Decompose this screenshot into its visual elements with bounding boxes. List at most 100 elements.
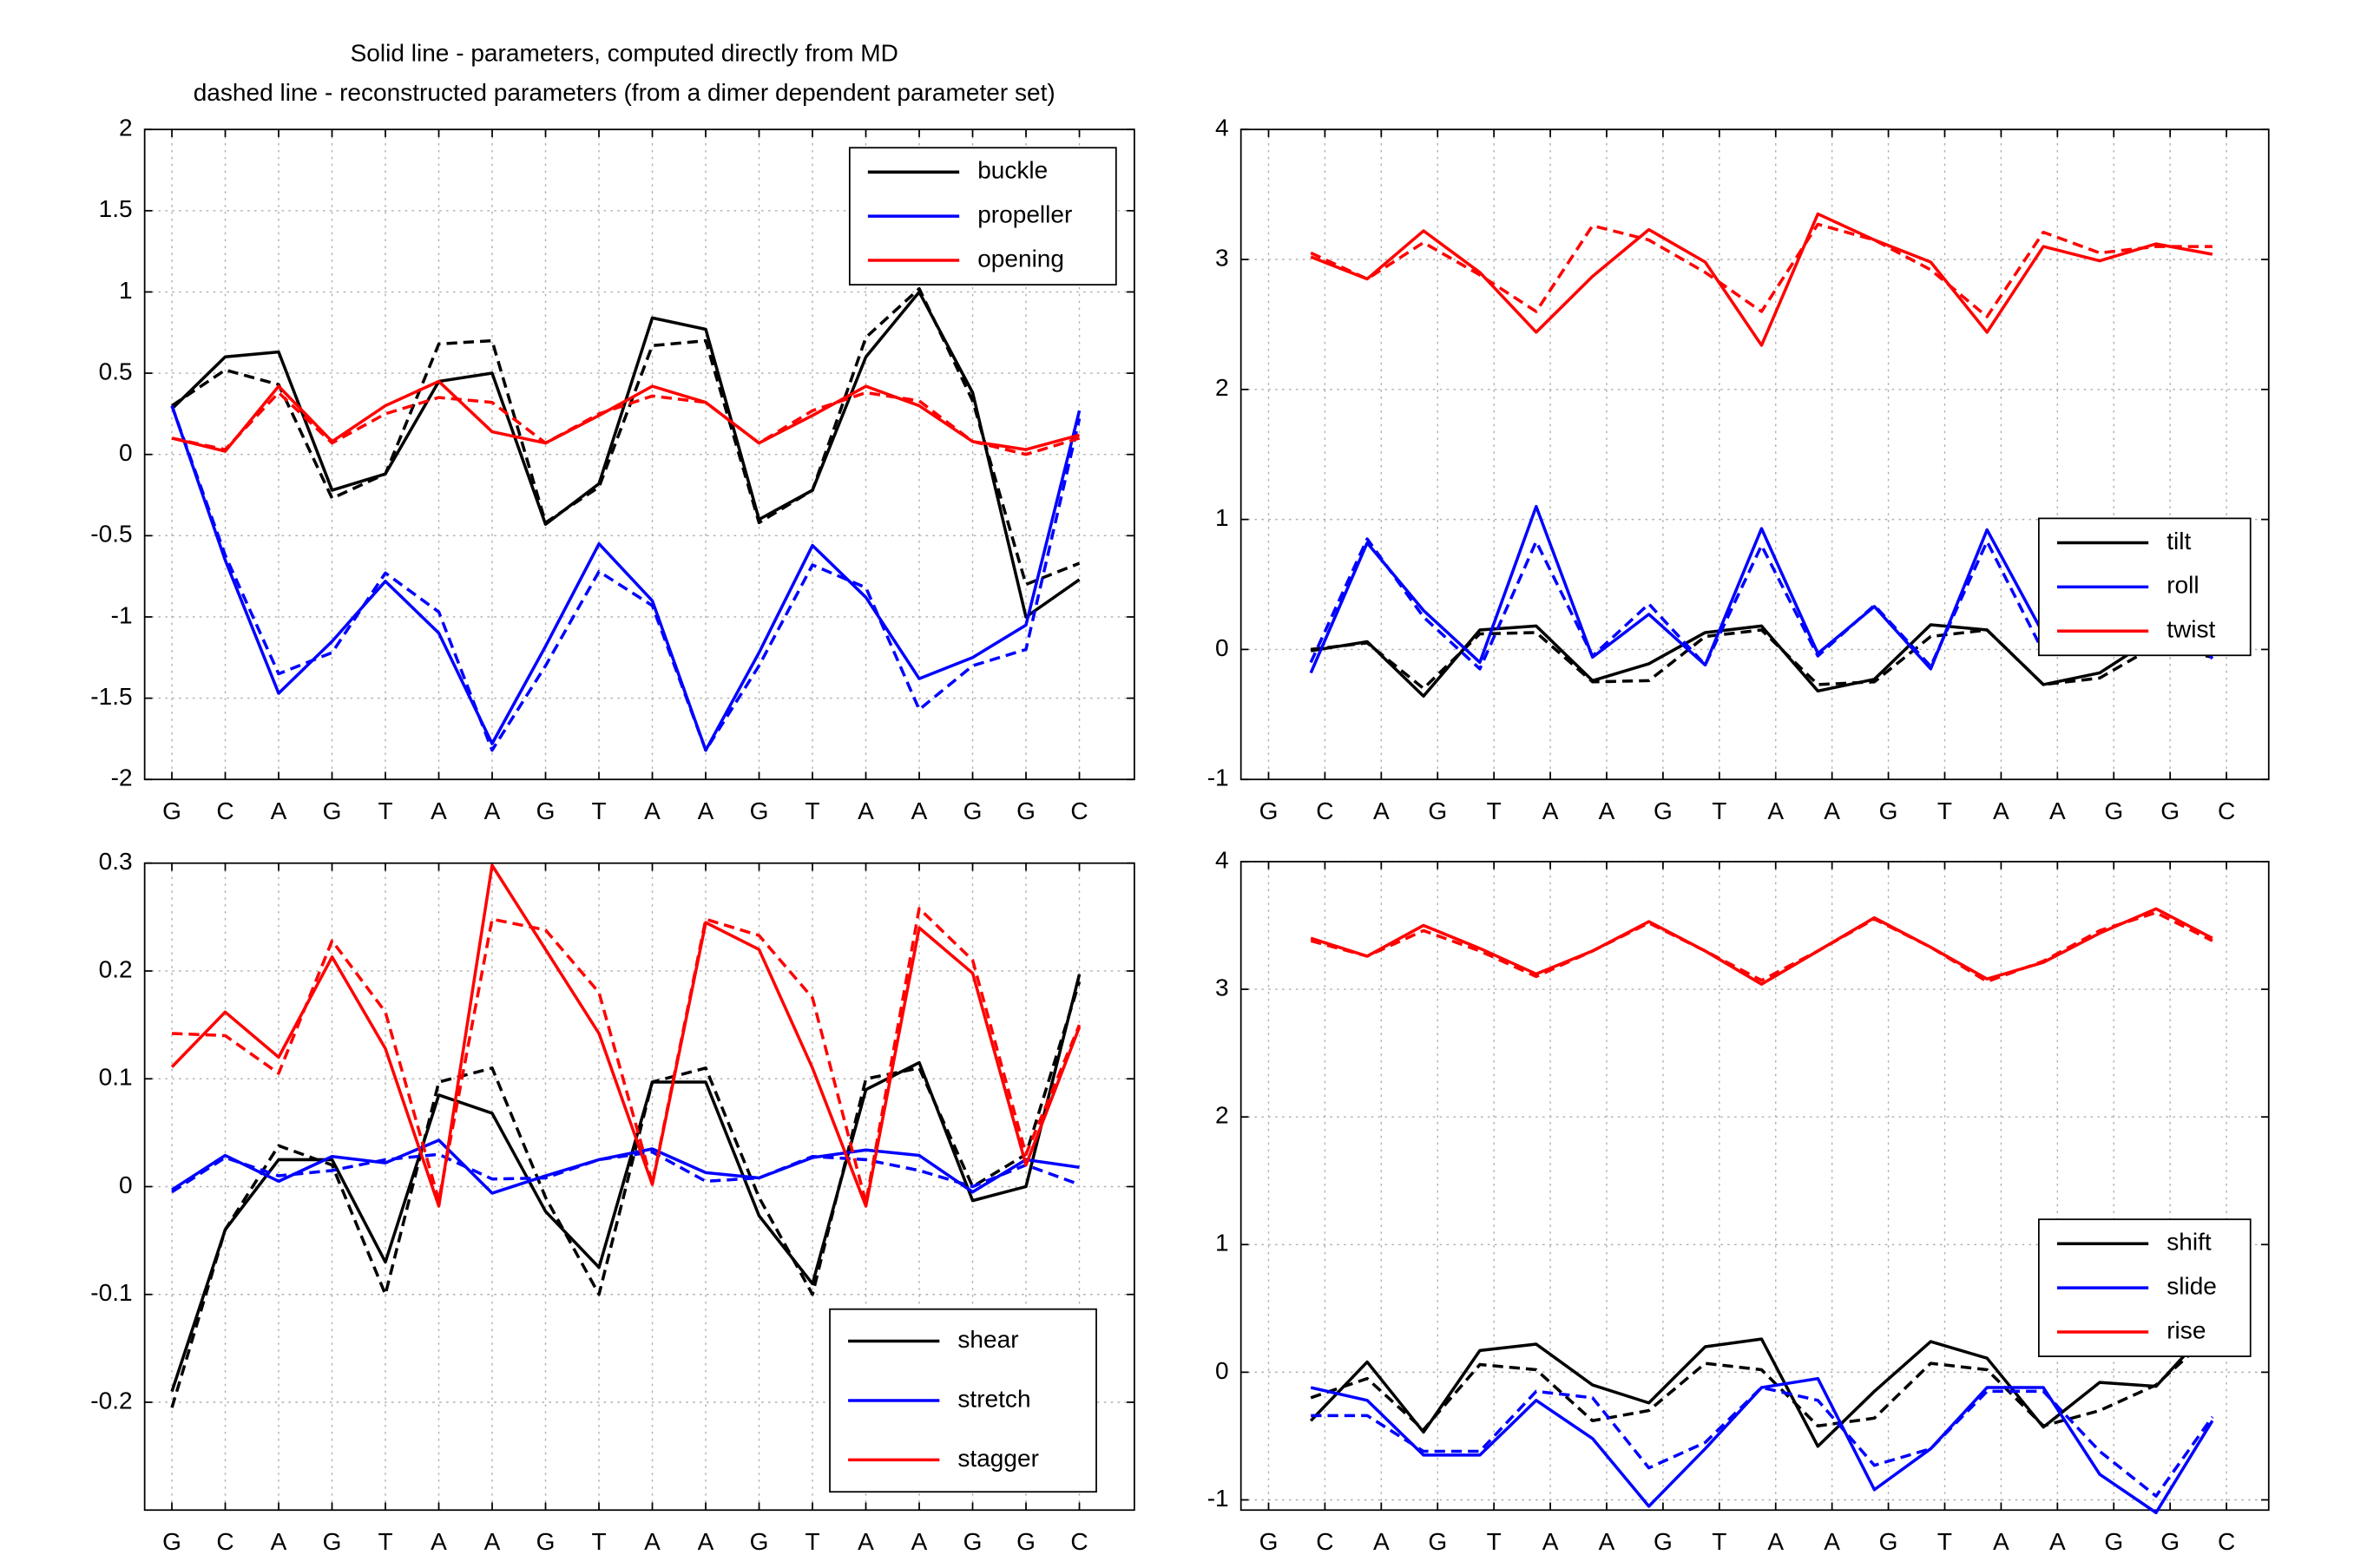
x-tick-label: A <box>1767 797 1784 824</box>
x-tick-label: A <box>1824 797 1840 824</box>
solid-line <box>171 379 1081 453</box>
x-tick-label: C <box>2218 797 2235 824</box>
legend-label: slide <box>2167 1273 2217 1300</box>
solid-line <box>1310 212 2213 347</box>
x-tick-label: T <box>378 1528 392 1555</box>
x-tick-label: A <box>1542 797 1559 824</box>
x-tick-label: C <box>216 797 233 824</box>
y-tick-label: -2 <box>111 764 133 791</box>
x-tick-label: A <box>271 1528 287 1555</box>
plot-frame <box>1239 861 2270 1512</box>
y-tick-label: 1 <box>1215 504 1229 531</box>
x-tick-label: G <box>1428 1528 1447 1555</box>
x-tick-label: G <box>1259 797 1279 824</box>
x-tick-label: A <box>1373 1528 1390 1555</box>
x-tick-label: A <box>1993 1528 2009 1555</box>
y-tick-label: 1 <box>119 277 133 304</box>
x-tick-label: G <box>750 1528 769 1555</box>
dashed-line <box>171 390 1081 456</box>
x-tick-label: G <box>2160 797 2180 824</box>
x-tick-label: C <box>216 1528 233 1555</box>
x-tick-label: T <box>805 1528 819 1555</box>
y-tick-label: -1 <box>1207 1485 1229 1512</box>
x-tick-label: C <box>1070 1528 1088 1555</box>
x-tick-label: G <box>1879 797 1898 824</box>
y-tick-label: 2 <box>119 115 133 141</box>
x-tick-label: T <box>591 1528 606 1555</box>
solid-line <box>1310 1376 2214 1514</box>
x-tick-label: A <box>484 797 501 824</box>
x-tick-label: A <box>431 1528 447 1555</box>
dashed-line <box>1310 910 2213 983</box>
solid-line <box>171 1138 1080 1195</box>
x-tick-label: T <box>1937 1528 1952 1555</box>
x-tick-label: T <box>378 797 392 824</box>
y-tick-label: 0 <box>1215 1357 1229 1384</box>
legend-label: shear <box>957 1326 1018 1353</box>
dashed-line <box>171 907 1082 1204</box>
y-tick-label: -1 <box>1207 764 1229 791</box>
x-tick-label: G <box>1428 797 1447 824</box>
legend-label: twist <box>2167 616 2215 643</box>
x-tick-label: A <box>1599 1528 1615 1555</box>
legend-label: rise <box>2167 1316 2206 1343</box>
chart-subtitle: dashed line - reconstructed parameters (… <box>194 79 1055 106</box>
legend: shear stretch stagger <box>829 1308 1097 1493</box>
x-tick-label: G <box>2104 1528 2123 1555</box>
legend-label: shift <box>2167 1229 2212 1256</box>
x-tick-label: T <box>805 797 819 824</box>
solid-line <box>1310 907 2213 986</box>
x-tick-label: G <box>162 1528 181 1555</box>
x-tick-label: G <box>750 797 769 824</box>
legend-label: tilt <box>2167 528 2191 554</box>
dashed-line <box>170 404 1082 752</box>
legend-label: stretch <box>957 1385 1030 1412</box>
x-tick-label: A <box>644 797 661 824</box>
dashed-line <box>171 1150 1081 1194</box>
legend: buckle propeller opening <box>848 147 1117 285</box>
chart-title: Solid line - parameters, computed direct… <box>351 40 898 67</box>
x-tick-label: G <box>1879 1528 1898 1555</box>
x-tick-label: G <box>2160 1528 2180 1555</box>
dashed-line <box>1311 1386 2214 1498</box>
y-tick-label: 1 <box>1215 1230 1229 1256</box>
y-tick-label: 0.3 <box>99 848 133 875</box>
x-tick-label: A <box>2049 1528 2066 1555</box>
y-tick-label: 0 <box>119 439 133 466</box>
x-tick-label: G <box>1016 1528 1036 1555</box>
solid-line <box>1309 1323 2214 1448</box>
dashed-line <box>1310 222 2213 318</box>
x-tick-label: T <box>591 797 606 824</box>
x-tick-label: G <box>536 797 556 824</box>
y-tick-label: 1.5 <box>99 195 133 222</box>
legend-label: opening <box>977 245 1064 272</box>
x-tick-label: G <box>963 1528 983 1555</box>
x-tick-label: G <box>963 797 983 824</box>
y-tick-label: 2 <box>1215 374 1229 401</box>
x-tick-label: A <box>1599 797 1615 824</box>
x-tick-label: C <box>1316 1528 1333 1555</box>
x-tick-label: A <box>698 1528 714 1555</box>
y-tick-label: 2 <box>1215 1102 1229 1129</box>
x-tick-label: A <box>484 1528 501 1555</box>
x-tick-label: G <box>323 797 342 824</box>
y-tick-label: 4 <box>1215 846 1229 873</box>
y-tick-label: 3 <box>1215 974 1229 1001</box>
legend: tilt roll twist <box>2038 517 2252 657</box>
y-tick-label: 0.1 <box>99 1064 133 1091</box>
x-tick-label: A <box>431 797 447 824</box>
solid-line <box>170 405 1082 752</box>
x-tick-label: A <box>1767 1528 1784 1555</box>
x-tick-label: C <box>1070 797 1088 824</box>
legend-label: propeller <box>977 201 1072 228</box>
x-tick-label: A <box>1824 1528 1840 1555</box>
x-tick-label: G <box>1016 797 1036 824</box>
y-tick-label: -0.2 <box>90 1387 132 1414</box>
x-tick-label: G <box>1259 1528 1279 1555</box>
legend-label: roll <box>2167 572 2199 599</box>
x-tick-label: A <box>858 1528 874 1555</box>
x-tick-label: A <box>271 797 287 824</box>
x-tick-label: G <box>1654 797 1673 824</box>
y-tick-label: -1.5 <box>90 683 132 710</box>
plot-frame <box>1239 128 2270 781</box>
